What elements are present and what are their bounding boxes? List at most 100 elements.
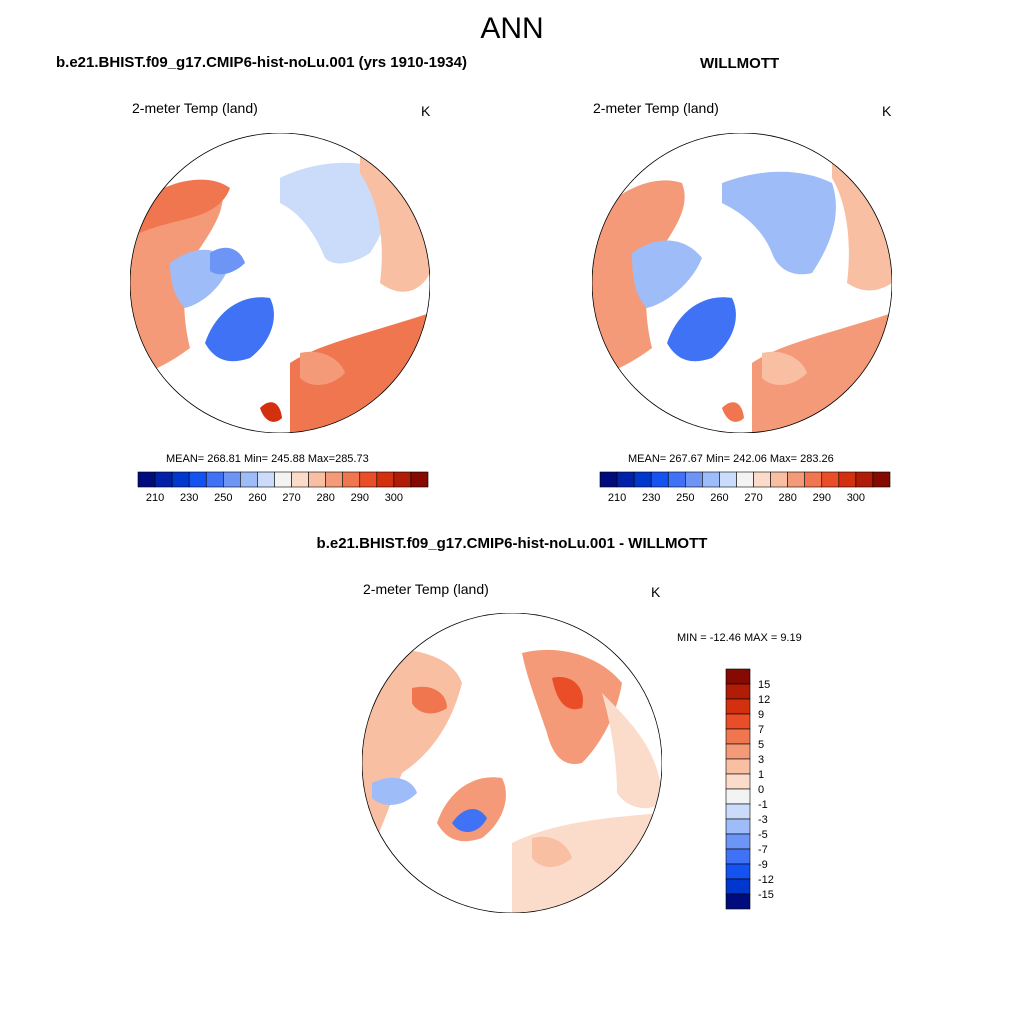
colorbar-label: -12 [758,874,774,886]
colorbar-box [393,471,412,488]
colorbar-label: 7 [758,724,764,736]
colorbar-box [736,471,754,488]
land-canada-arctic [632,240,702,308]
colorbar-box [222,471,241,488]
colorbar-box [725,758,751,775]
colorbar-box [240,471,258,488]
colorbar-box [872,471,891,488]
panel-diff-variable: 2-meter Temp (land) [363,581,489,597]
map-diff [362,613,662,913]
colorbar-label: -3 [758,814,768,826]
colorbar-box [376,471,395,488]
colorbar-box [188,471,207,488]
colorbar-box [342,471,361,488]
map-model [130,133,430,433]
colorbar-box [137,471,156,488]
land-siberia [280,162,389,264]
colorbar-box [787,471,806,488]
colorbar-label: 290 [813,492,831,504]
panel-model-variable: 2-meter Temp (land) [132,100,258,116]
land-uk [260,402,282,422]
colorbar-box [725,818,751,835]
colorbar-box [855,471,874,488]
land-asia [360,153,430,292]
colorbar-box [725,773,751,790]
panel-obs-title: WILLMOTT [700,55,780,72]
panel-obs-stats: MEAN= 267.67 Min= 242.06 Max= 283.26 [628,453,834,465]
colorbar-box [274,471,292,488]
land-canada-cool [372,777,417,805]
colorbar-box [616,471,635,488]
colorbar-label: 0 [758,784,764,796]
colorbar-label: -9 [758,859,768,871]
colorbar-box [725,878,751,895]
land-greenland [205,297,274,362]
land-alaska-warm [412,686,447,714]
land-uk [722,402,744,422]
panel-obs-variable: 2-meter Temp (land) [593,100,719,116]
colorbar-box [770,471,788,488]
land-scandinavia [762,351,807,385]
colorbar-box [599,471,618,488]
colorbar-box [753,471,771,488]
colorbar-box [725,728,751,745]
colorbar-box [725,713,751,730]
colorbar-label: 1 [758,769,764,781]
colorbar-box [821,471,840,488]
colorbar-label: 210 [608,492,626,504]
colorbar-label: 12 [758,694,770,706]
colorbar-label: 230 [642,492,660,504]
land-archipelago [210,247,245,275]
land-siberia-warm [552,677,583,710]
colorbar-label: 270 [744,492,762,504]
land-greenland [667,297,736,362]
panel-diff-title: b.e21.BHIST.f09_g17.CMIP6-hist-noLu.001 … [316,535,708,552]
panel-model-units: K [421,103,431,119]
colorbar-box [804,471,823,488]
colorbar-label: -7 [758,844,768,856]
colorbar-model: 210 230 250 260 270 280 290 300 [137,471,429,504]
colorbar-label: 5 [758,739,764,751]
colorbar-label: 230 [180,492,198,504]
colorbar-box [725,788,751,805]
colorbar-box [171,471,190,488]
colorbar-box [725,743,751,760]
colorbar-box [308,471,326,488]
land-scandinavia [532,836,572,868]
colorbar-box [725,698,751,715]
colorbar-label: 15 [758,679,770,691]
colorbar-label: -5 [758,829,768,841]
colorbar-label: -1 [758,799,768,811]
colorbar-box [725,848,751,865]
land-greenland-cool [452,808,487,833]
colorbar-box [667,471,686,488]
colorbar-box [154,471,173,488]
figure-title: ANN [480,12,544,45]
colorbar-box [725,683,751,700]
colorbar-label: 250 [676,492,694,504]
colorbar-label: 280 [778,492,796,504]
colorbar-label: 210 [146,492,164,504]
colorbar-label: 300 [385,492,403,504]
colorbar-box [719,471,737,488]
land-siberia [722,171,836,275]
land-scandinavia [300,351,345,385]
colorbar-box [725,668,751,685]
panel-model-stats: MEAN= 268.81 Min= 245.88 Max=285.73 [166,453,369,465]
colorbar-diff: 15 12 9 7 5 3 1 0 -1 -3 -5 -7 -9 -12 -15 [725,668,774,910]
colorbar-label: 270 [282,492,300,504]
panel-diff-units: K [651,584,661,600]
colorbar-label: 280 [316,492,334,504]
panel-model-title: b.e21.BHIST.f09_g17.CMIP6-hist-noLu.001 … [56,54,467,71]
colorbar-box [205,471,224,488]
colorbar-box [257,471,275,488]
colorbar-box [725,833,751,850]
colorbar-label: 290 [351,492,369,504]
colorbar-label: 260 [710,492,728,504]
land-asia [602,693,662,809]
colorbar-label: -15 [758,889,774,901]
colorbar-box [725,893,751,910]
colorbar-box [291,471,309,488]
colorbar-box [684,471,703,488]
colorbar-label: 3 [758,754,764,766]
